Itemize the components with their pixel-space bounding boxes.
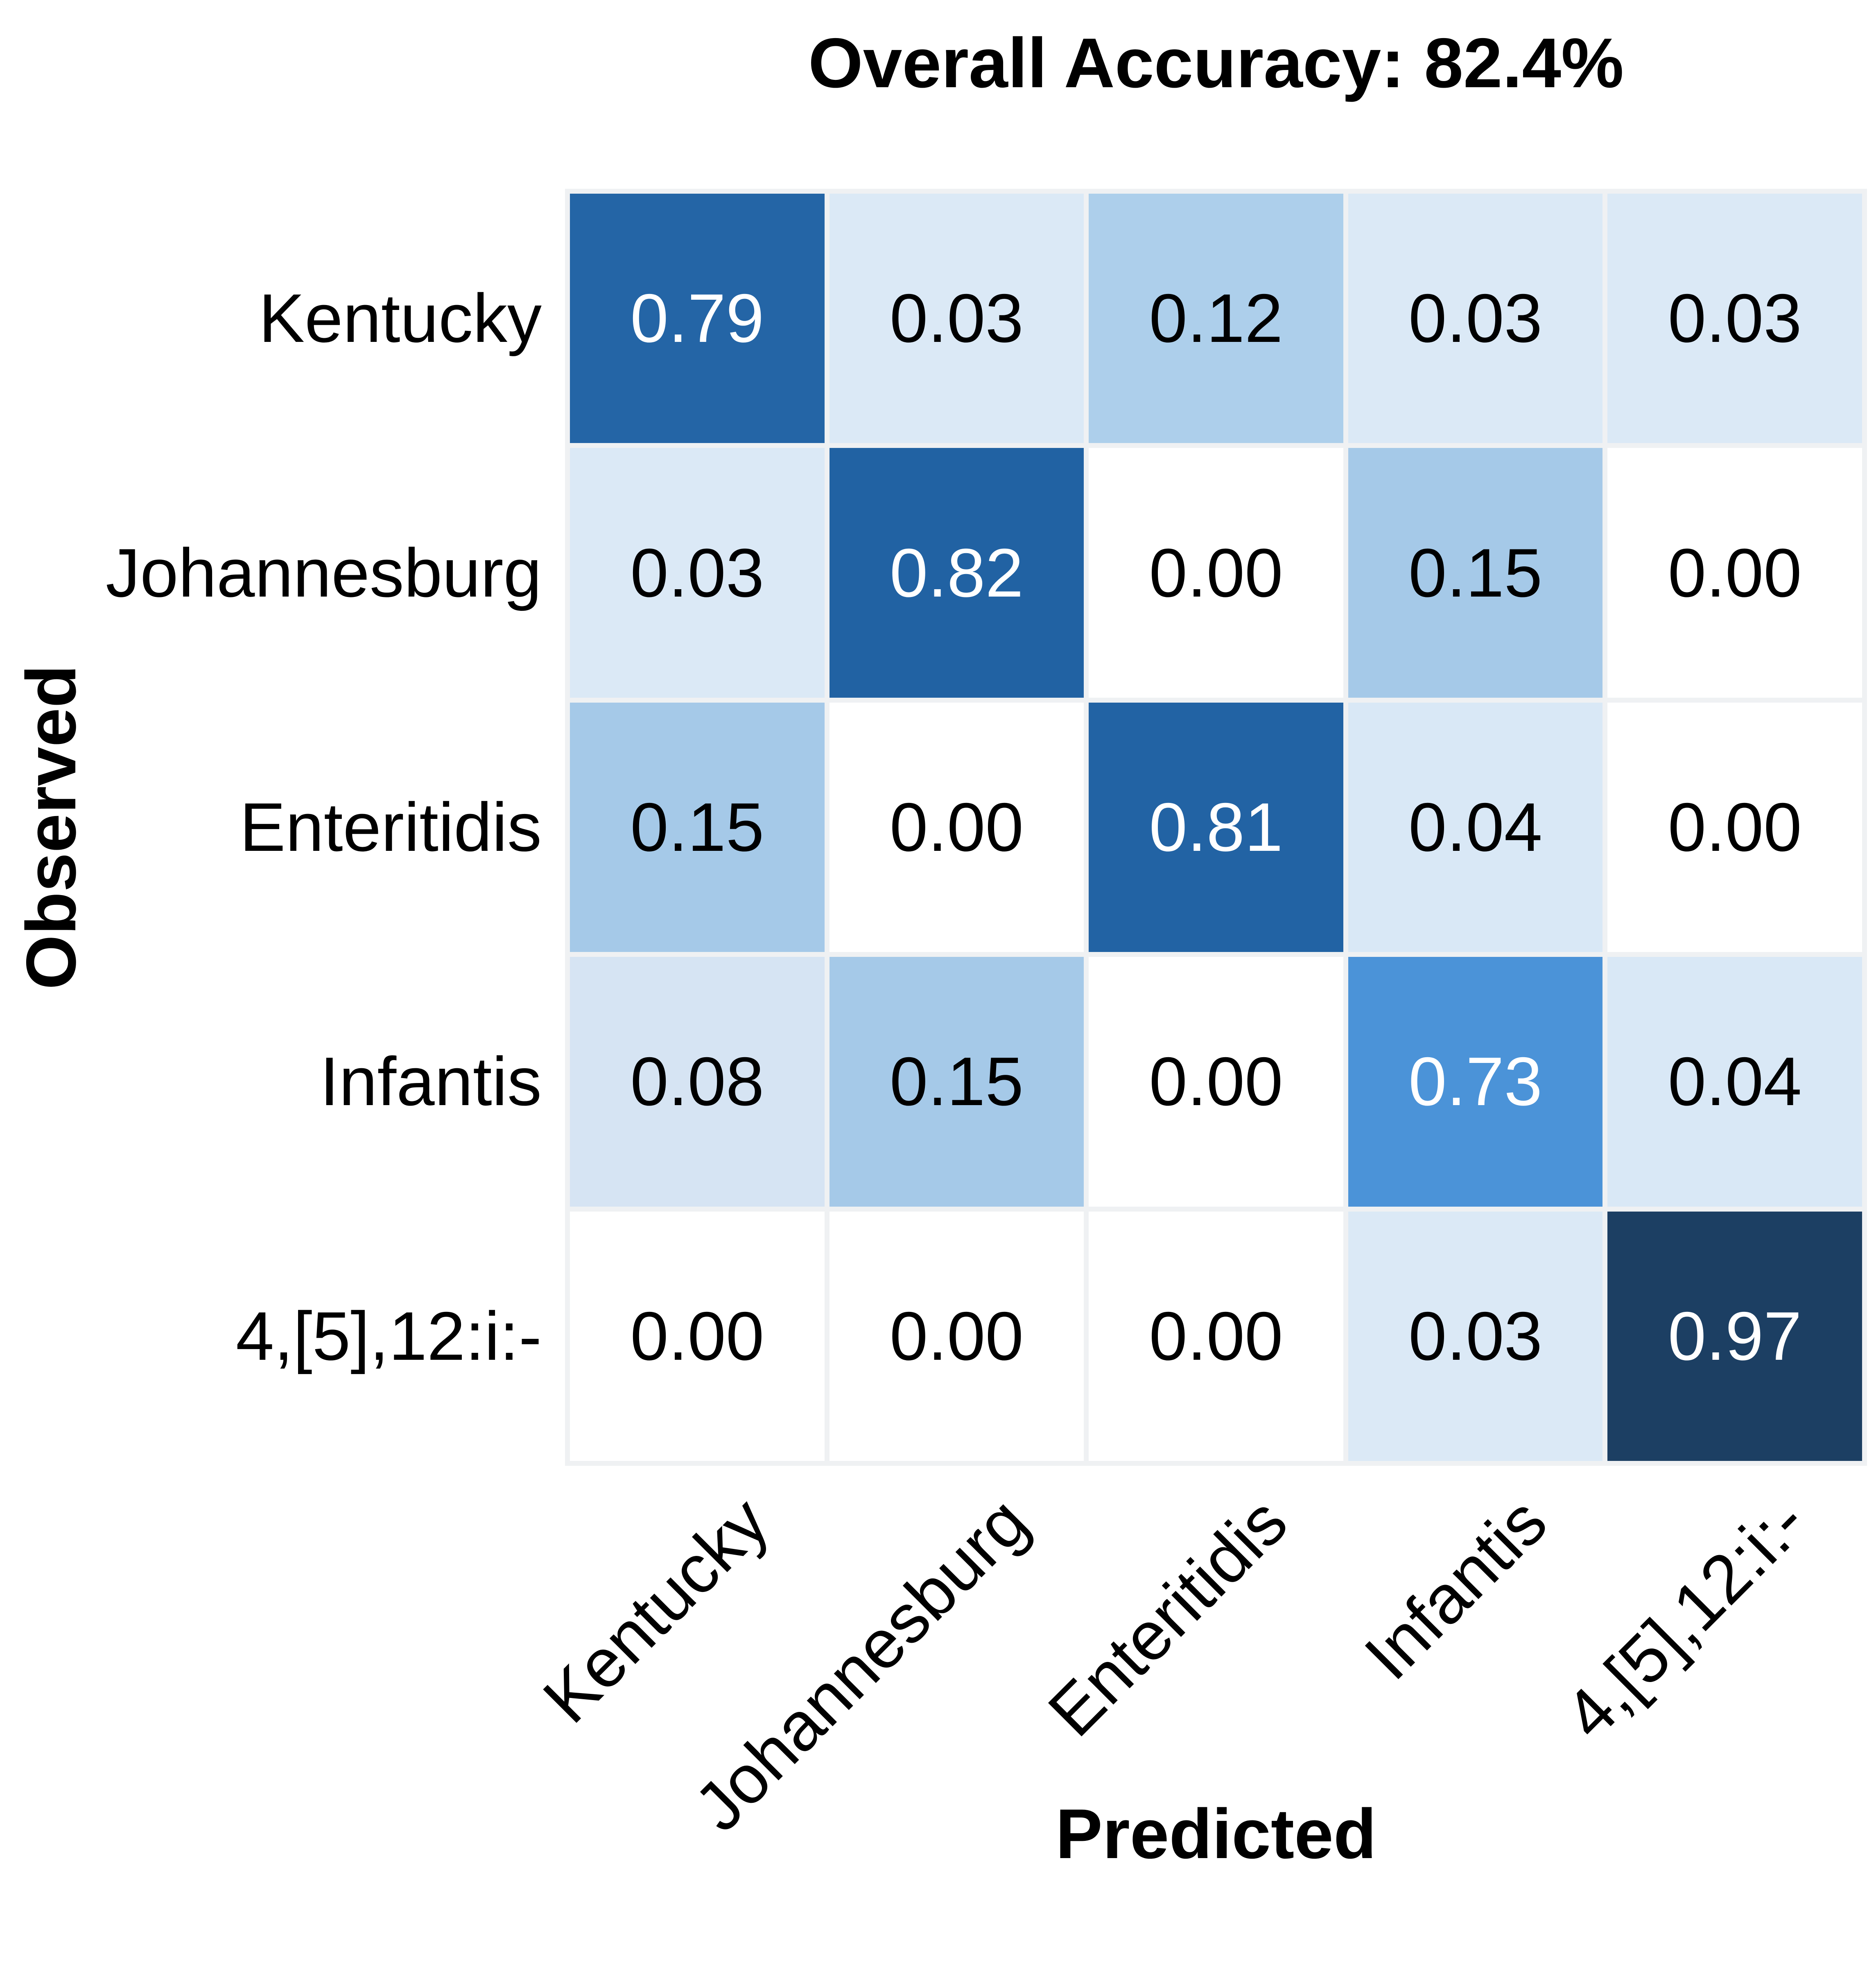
y-tick-label-1: Johannesburg <box>106 534 542 611</box>
matrix-cell-r1c1: 0.82 <box>829 448 1084 698</box>
y-tick-label-2: Enteritidis <box>240 788 542 866</box>
matrix-cell-r1c0: 0.03 <box>570 448 825 698</box>
x-tick-label-1: Johannesburg <box>679 1483 1042 1846</box>
x-tick-label-0: Kentucky <box>528 1483 783 1737</box>
matrix-cell-r1c3: 0.15 <box>1348 448 1603 698</box>
y-axis-tick-labels: Kentucky Johannesburg Enteritidis Infantis 4… <box>0 189 542 1466</box>
x-tick-label-3: Infantis <box>1349 1483 1561 1694</box>
matrix-cell-r0c4: 0.03 <box>1607 194 1862 443</box>
x-tick-0: Kentucky <box>529 1466 825 1777</box>
matrix-cell-r4c0: 0.00 <box>570 1211 825 1461</box>
x-tick-2: Enteritidis <box>1034 1466 1343 1777</box>
matrix-cell-r0c0: 0.79 <box>570 194 825 443</box>
matrix-cell-r3c3: 0.73 <box>1348 957 1603 1207</box>
y-tick-label-3: Infantis <box>320 1043 542 1120</box>
heatmap-panel: 0.79 0.03 0.12 0.03 0.03 0.03 0.82 0.00 0.15 0.00… <box>565 189 1867 1466</box>
matrix-cell-r2c3: 0.04 <box>1348 702 1603 952</box>
x-axis-title: Predicted <box>1056 1795 1376 1873</box>
y-tick-label-4: 4,[5],12:i:- <box>235 1297 542 1375</box>
matrix-cell-r3c4: 0.04 <box>1607 957 1862 1207</box>
x-tick-label-2: Enteritidis <box>1033 1483 1302 1751</box>
matrix-cell-r2c1: 0.00 <box>829 702 1084 952</box>
matrix-cell-r0c1: 0.03 <box>829 194 1084 443</box>
matrix-cell-r3c2: 0.00 <box>1089 957 1343 1207</box>
matrix-cell-r2c4: 0.00 <box>1607 702 1862 952</box>
y-tick-label-0: Kentucky <box>258 280 542 357</box>
x-axis-tick-labels: Kentucky Johannesburg Enteritidis Infantis 4… <box>529 1466 1867 1845</box>
matrix-cell-r2c0: 0.15 <box>570 702 825 952</box>
x-tick-label-4: 4,[5],12:i:- <box>1550 1483 1821 1754</box>
matrix-cell-r1c4: 0.00 <box>1607 448 1862 698</box>
matrix-cell-r4c2: 0.00 <box>1089 1211 1343 1461</box>
matrix-cell-r4c1: 0.00 <box>829 1211 1084 1461</box>
matrix-cell-r0c2: 0.12 <box>1089 194 1343 443</box>
matrix-cell-r2c2: 0.81 <box>1089 702 1343 952</box>
matrix-cell-r3c1: 0.15 <box>829 957 1084 1207</box>
x-tick-4: 4,[5],12:i:- <box>1550 1466 1862 1777</box>
matrix-cell-r1c2: 0.00 <box>1089 448 1343 698</box>
x-tick-3: Infantis <box>1348 1466 1603 1777</box>
matrix-cell-r4c3: 0.03 <box>1348 1211 1603 1461</box>
chart-title: Overall Accuracy: 82.4% <box>808 24 1624 102</box>
x-tick-1: Johannesburg <box>680 1466 1084 1845</box>
matrix-cell-r4c4: 0.97 <box>1607 1211 1862 1461</box>
matrix-cell-r0c3: 0.03 <box>1348 194 1603 443</box>
matrix-cell-r3c0: 0.08 <box>570 957 825 1207</box>
